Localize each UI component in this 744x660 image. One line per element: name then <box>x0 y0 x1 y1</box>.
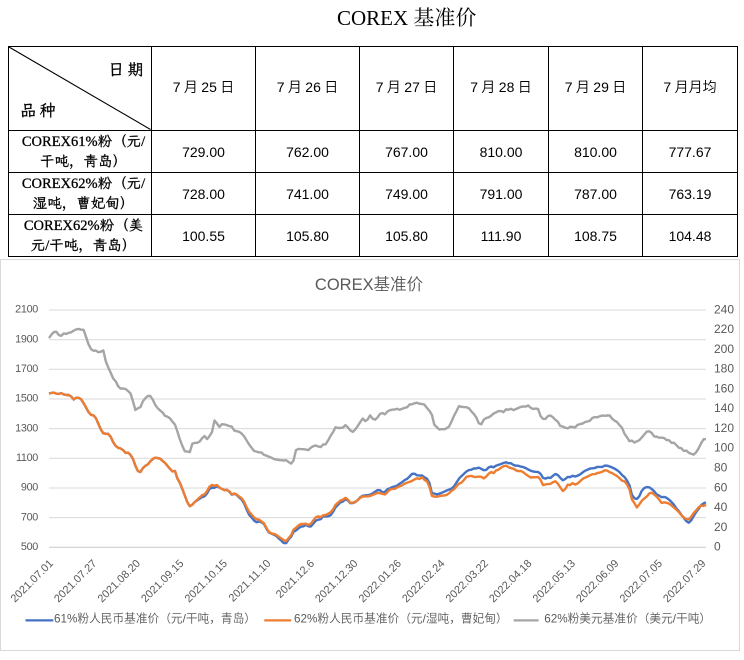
svg-text:120: 120 <box>714 421 734 435</box>
svg-text:700: 700 <box>21 511 38 523</box>
svg-text:61%粉人民币基准价（元/干吨，青岛）: 61%粉人民币基准价（元/干吨，青岛） <box>54 612 256 626</box>
svg-text:2022.04.18: 2022.04.18 <box>487 558 534 605</box>
svg-text:2022.01.26: 2022.01.26 <box>357 558 404 605</box>
svg-text:2021.10.15: 2021.10.15 <box>183 558 230 605</box>
svg-text:200: 200 <box>714 342 734 356</box>
svg-text:60: 60 <box>714 480 728 494</box>
svg-text:1300: 1300 <box>15 422 38 434</box>
svg-text:1700: 1700 <box>15 363 38 375</box>
svg-text:0: 0 <box>714 540 721 554</box>
svg-text:2021.09.15: 2021.09.15 <box>139 558 186 605</box>
svg-text:2022.03.22: 2022.03.22 <box>444 558 491 605</box>
svg-text:1100: 1100 <box>16 452 38 464</box>
svg-text:2021.07.27: 2021.07.27 <box>52 558 99 605</box>
svg-text:2022.02.24: 2022.02.24 <box>400 558 447 605</box>
svg-text:180: 180 <box>714 362 734 376</box>
svg-text:500: 500 <box>21 541 38 553</box>
svg-text:20: 20 <box>714 520 728 534</box>
svg-text:140: 140 <box>714 401 734 415</box>
svg-text:220: 220 <box>714 322 734 336</box>
svg-text:100: 100 <box>714 441 734 455</box>
svg-text:2022.07.29: 2022.07.29 <box>661 558 708 605</box>
svg-text:2100: 2100 <box>15 304 38 316</box>
svg-text:62%粉美元基准价（美元/干吨）: 62%粉美元基准价（美元/干吨） <box>544 612 711 626</box>
svg-text:40: 40 <box>714 500 728 514</box>
svg-text:2022.06.09: 2022.06.09 <box>574 558 621 605</box>
svg-text:2022.07.05: 2022.07.05 <box>618 558 665 605</box>
svg-text:900: 900 <box>21 482 38 494</box>
svg-text:2021.12.30: 2021.12.30 <box>313 558 360 605</box>
svg-text:1500: 1500 <box>15 393 38 405</box>
svg-text:2021.12.6: 2021.12.6 <box>274 558 317 601</box>
svg-text:80: 80 <box>714 461 728 475</box>
svg-text:240: 240 <box>714 302 734 316</box>
svg-text:2022.05.13: 2022.05.13 <box>531 558 578 605</box>
svg-text:2021.07.01: 2021.07.01 <box>9 558 56 605</box>
svg-text:62%粉人民币基准价（元/湿吨，曹妃甸）: 62%粉人民币基准价（元/湿吨，曹妃甸） <box>294 612 508 626</box>
svg-text:1900: 1900 <box>15 333 38 345</box>
svg-text:2021.11.10: 2021.11.10 <box>227 558 274 605</box>
svg-text:2021.08.20: 2021.08.20 <box>96 558 143 605</box>
svg-text:160: 160 <box>714 381 734 395</box>
